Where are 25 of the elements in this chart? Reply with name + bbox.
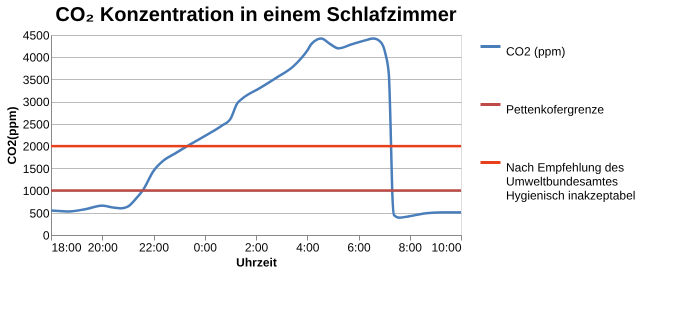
- y-tick-label: 0: [42, 228, 50, 242]
- y-axis-title: CO2(ppm): [4, 106, 19, 164]
- legend-label: Nach Empfehlung des Umweltbundesamtes Hygienisch inakzeptabel: [506, 160, 636, 202]
- legend-label: CO2 (ppm): [506, 44, 566, 58]
- x-tick-label: 10:00: [431, 240, 462, 254]
- legend-label: Pettenkofergrenze: [506, 102, 604, 116]
- x-tick-label: 2:00: [244, 240, 268, 254]
- x-tick-label: 6:00: [347, 240, 371, 254]
- y-tick-label: 1000: [22, 184, 50, 198]
- x-tick-label: 8:00: [398, 240, 422, 254]
- y-tick-label: 1500: [22, 162, 50, 176]
- y-tick-label: 3000: [22, 95, 50, 110]
- y-tick-label: 500: [29, 206, 50, 220]
- x-tick-label: 0:00: [194, 240, 218, 254]
- y-tick-label: 4000: [22, 50, 50, 65]
- x-axis-title: Uhrzeit: [236, 256, 277, 270]
- y-tick-label: 2500: [22, 117, 50, 132]
- chart-title: CO₂ Konzentration in einem Schlafzimmer: [55, 4, 457, 26]
- x-tick-label: 20:00: [88, 240, 118, 254]
- x-tick-label: 22:00: [138, 240, 170, 254]
- y-tick-label: 3500: [22, 72, 50, 87]
- x-tick-label: 18:00: [52, 240, 82, 254]
- y-tick-label: 4500: [22, 28, 50, 42]
- x-tick-label: 4:00: [296, 240, 320, 254]
- y-tick-label: 2000: [22, 140, 50, 154]
